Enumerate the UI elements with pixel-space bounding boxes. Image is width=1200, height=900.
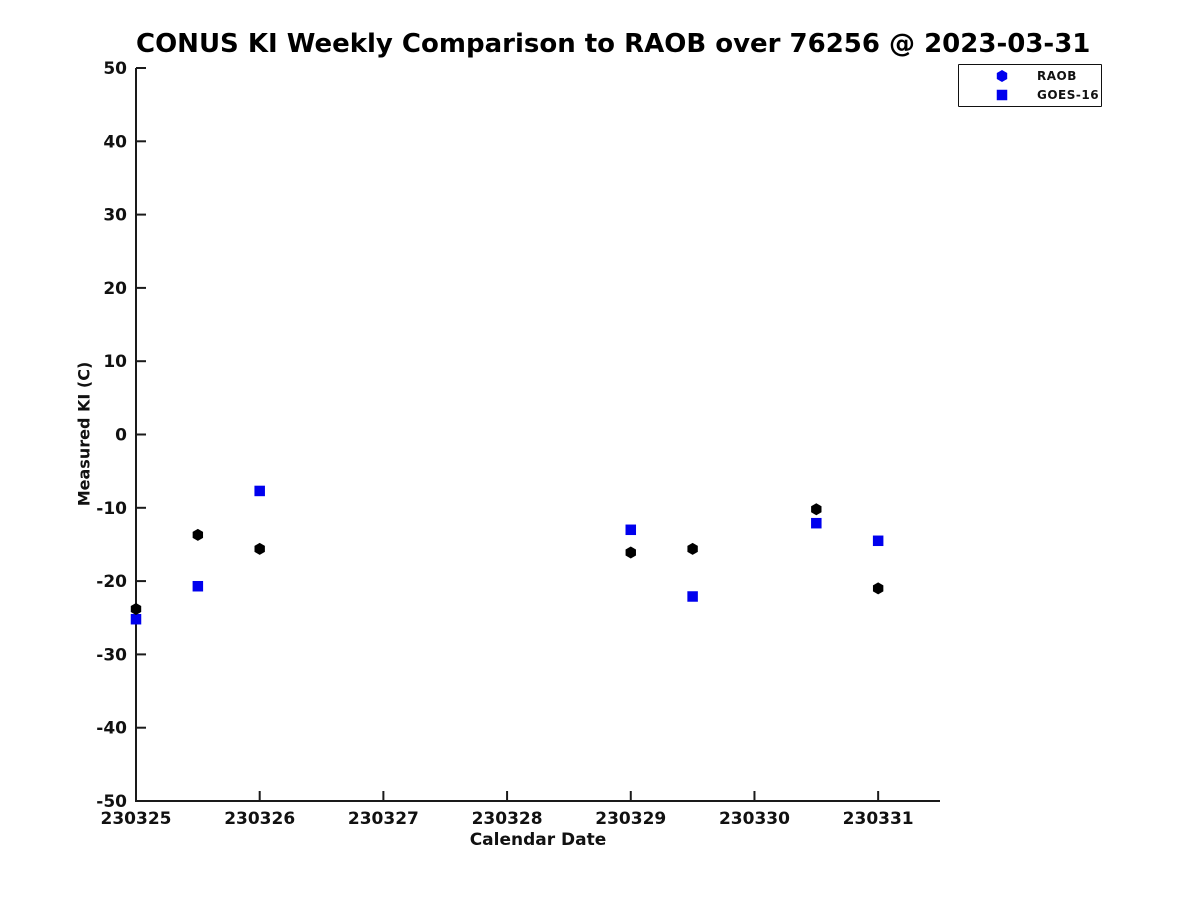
- raob-data-point: [872, 582, 884, 595]
- chart-title: CONUS KI Weekly Comparison to RAOB over …: [136, 29, 1091, 59]
- goes16-marker-icon: [996, 89, 1008, 101]
- x-tick-label: 230329: [595, 809, 666, 829]
- raob-data-point: [254, 542, 265, 555]
- legend-label-raob: RAOB: [1037, 69, 1077, 83]
- y-tick-label: -50: [96, 792, 127, 812]
- y-tick-label: 20: [103, 279, 127, 299]
- goes16-data-point: [254, 485, 265, 497]
- legend-label-goes16: GOES-16: [1037, 88, 1100, 102]
- x-axis-label: Calendar Date: [469, 830, 607, 850]
- x-tick-label: 230328: [472, 809, 543, 829]
- y-tick-label: -10: [96, 499, 127, 519]
- raob-data-point: [192, 528, 204, 541]
- y-tick-label: -20: [96, 572, 127, 592]
- raob-marker-icon: [996, 70, 1008, 82]
- x-tick-label: 230331: [843, 809, 914, 829]
- legend-row-raob: RAOB: [995, 68, 1101, 84]
- goes16-data-point: [811, 517, 822, 529]
- goes16-data-point: [625, 524, 637, 536]
- raob-data-point: [687, 542, 698, 555]
- goes16-data-point: [130, 613, 142, 625]
- x-tick-label: 230327: [348, 809, 419, 829]
- y-tick-label: 10: [103, 352, 127, 372]
- y-tick-label: 0: [115, 426, 127, 446]
- y-tick-label: 40: [103, 132, 127, 152]
- goes16-data-point: [687, 591, 698, 602]
- legend: RAOB GOES-16: [958, 64, 1102, 107]
- raob-data-point: [130, 602, 142, 615]
- y-tick-label: 50: [103, 59, 127, 79]
- goes16-data-point: [872, 535, 884, 547]
- x-tick-label: 230326: [224, 809, 295, 829]
- y-tick-label: 30: [103, 206, 127, 226]
- raob-data-point: [811, 503, 822, 516]
- goes16-data-point: [192, 580, 204, 592]
- y-tick-label: -40: [96, 719, 127, 739]
- legend-row-goes16: GOES-16: [995, 87, 1101, 103]
- x-tick-label: 230330: [719, 809, 790, 829]
- raob-data-point: [625, 546, 636, 559]
- y-axis-label: Measured KI (C): [74, 361, 94, 507]
- y-tick-label: -30: [96, 645, 127, 665]
- x-tick-label: 230325: [101, 809, 172, 829]
